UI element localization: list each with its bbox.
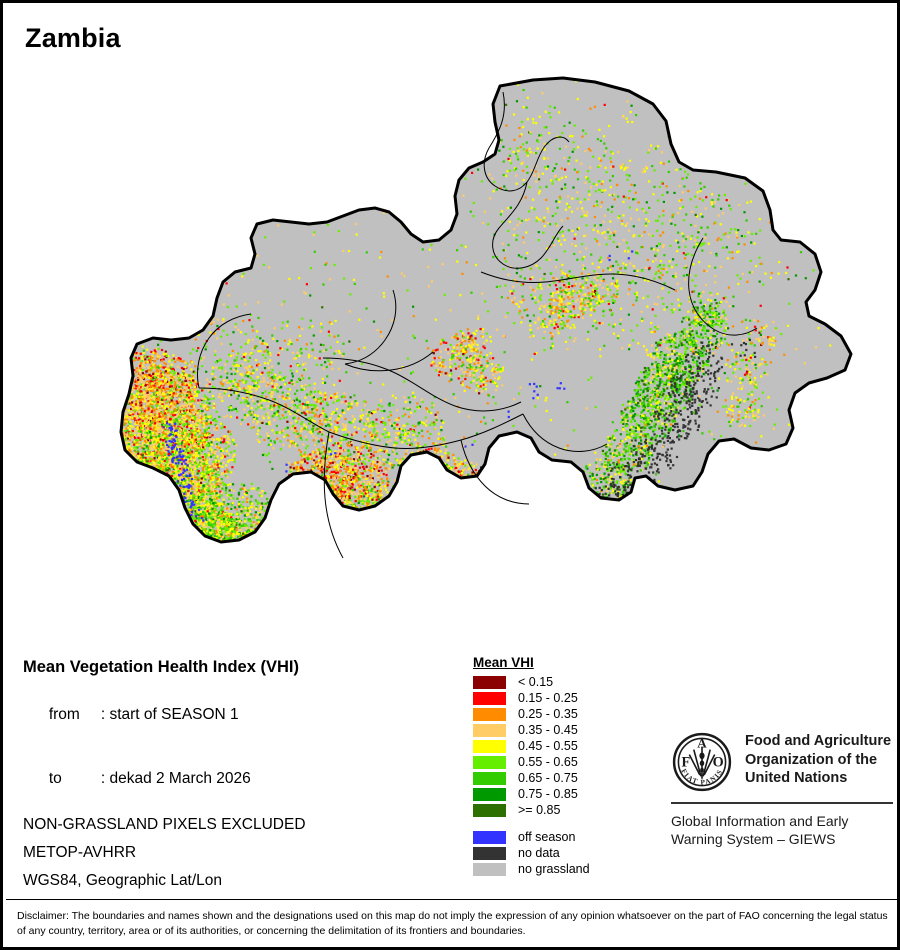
legend-special-row: no grassland [473, 862, 663, 877]
map-canvas[interactable] [3, 58, 897, 638]
province-boundary-line [480, 271, 676, 291]
province-boundary-line [460, 439, 530, 505]
province-boundary-line [522, 413, 608, 452]
legend-class-label: 0.65 - 0.75 [518, 772, 578, 785]
legend-class-swatch [473, 772, 506, 785]
legend-class-swatch [473, 724, 506, 737]
country-fill [121, 78, 851, 542]
fao-logo-icon: F A O FIAT PANIS [672, 732, 732, 792]
legend-class-label: 0.35 - 0.45 [518, 724, 578, 737]
metadata-sensor: METOP-AVHRR [23, 844, 453, 862]
disclaimer-text: Disclaimer: The boundaries and names sho… [17, 909, 889, 939]
province-boundary-line [344, 351, 434, 372]
fao-organization-name: Food and Agriculture Organization of the… [745, 731, 891, 788]
metadata-heading: Mean Vegetation Health Index (VHI) [23, 658, 453, 677]
legend-class-label: 0.45 - 0.55 [518, 740, 578, 753]
fao-org-line-3: United Nations [745, 769, 891, 788]
legend-class-label: 0.25 - 0.35 [518, 708, 578, 721]
legend-spacer [473, 819, 663, 830]
fao-letter-a: A [697, 736, 707, 751]
legend-class-row: 0.65 - 0.75 [473, 771, 663, 786]
legend-class-swatch [473, 804, 506, 817]
legend-class-row: 0.45 - 0.55 [473, 739, 663, 754]
legend-special-row: no data [473, 846, 663, 861]
legend-class-row: 0.75 - 0.85 [473, 787, 663, 802]
legend-class-label: 0.15 - 0.25 [518, 692, 578, 705]
province-boundary-line [483, 91, 570, 192]
giews-line-1: Global Information and Early [671, 812, 893, 830]
legend-class-row: 0.25 - 0.35 [473, 707, 663, 722]
fao-header: F A O FIAT PANIS Food and Agriculture Or… [671, 731, 893, 793]
metadata-projection: WGS84, Geographic Lat/Lon [23, 872, 453, 890]
province-boundary-line [688, 237, 758, 336]
zambia-map-svg [119, 76, 853, 559]
legend-class-swatch [473, 676, 506, 689]
legend-special-row: off season [473, 830, 663, 845]
legend-class-row: 0.35 - 0.45 [473, 723, 663, 738]
province-boundary-line [344, 289, 397, 365]
legend-special-label: no data [518, 847, 560, 860]
legend: Mean VHI < 0.15 0.15 - 0.25 0.25 - 0.35 0.3… [473, 655, 663, 878]
legend-special-label: no grassland [518, 863, 590, 876]
legend-special-list: off season no data no grassland [473, 830, 663, 877]
province-boundary-line [323, 431, 344, 559]
legend-class-label: < 0.15 [518, 676, 553, 689]
fao-org-line-1: Food and Agriculture [745, 732, 891, 751]
giews-line-2: Warning System – GIEWS [671, 830, 893, 848]
legend-class-swatch [473, 756, 506, 769]
metadata-from-value: : start of SEASON 1 [101, 706, 239, 723]
province-boundary-line [328, 413, 524, 449]
metadata-to-value: : dekad 2 March 2026 [101, 770, 251, 787]
metadata-to-key: to [49, 770, 101, 788]
province-boundaries [196, 91, 758, 559]
fao-letter-f: F [682, 754, 691, 770]
legend-class-label: 0.55 - 0.65 [518, 756, 578, 769]
legend-class-row: 0.55 - 0.65 [473, 755, 663, 770]
legend-class-swatch [473, 708, 506, 721]
legend-class-swatch [473, 788, 506, 801]
legend-special-swatch [473, 831, 506, 844]
metadata-from-row: from: start of SEASON 1 [23, 688, 453, 742]
map-metadata: Mean Vegetation Health Index (VHI) from:… [23, 658, 453, 900]
metadata-pixels-excluded: NON-GRASSLAND PIXELS EXCLUDED [23, 816, 453, 834]
fao-org-line-2: Organization of the [745, 751, 891, 770]
fao-branding: F A O FIAT PANIS Food and Agriculture Or… [671, 731, 893, 848]
fao-divider [671, 802, 893, 804]
legend-class-row: < 0.15 [473, 675, 663, 690]
legend-special-swatch [473, 863, 506, 876]
fao-letter-o: O [713, 754, 724, 770]
province-boundary-line [492, 181, 564, 269]
legend-class-label: >= 0.85 [518, 804, 560, 817]
page-title: Zambia [25, 23, 121, 54]
giews-label: Global Information and Early Warning Sys… [671, 812, 893, 848]
province-boundary-line [196, 313, 252, 389]
legend-class-row: 0.15 - 0.25 [473, 691, 663, 706]
legend-special-label: off season [518, 831, 575, 844]
legend-title: Mean VHI [473, 655, 663, 670]
province-boundary-line [322, 357, 522, 412]
metadata-from-key: from [49, 706, 101, 724]
legend-class-label: 0.75 - 0.85 [518, 788, 578, 801]
legend-class-list: < 0.15 0.15 - 0.25 0.25 - 0.35 0.35 - 0.45 0… [473, 675, 663, 818]
legend-class-row: >= 0.85 [473, 803, 663, 818]
national-boundary [119, 76, 853, 544]
legend-class-swatch [473, 740, 506, 753]
province-boundary-line [198, 387, 330, 433]
legend-special-swatch [473, 847, 506, 860]
disclaimer-divider [6, 899, 897, 900]
metadata-to-row: to: dekad 2 March 2026 [23, 752, 453, 806]
legend-class-swatch [473, 692, 506, 705]
